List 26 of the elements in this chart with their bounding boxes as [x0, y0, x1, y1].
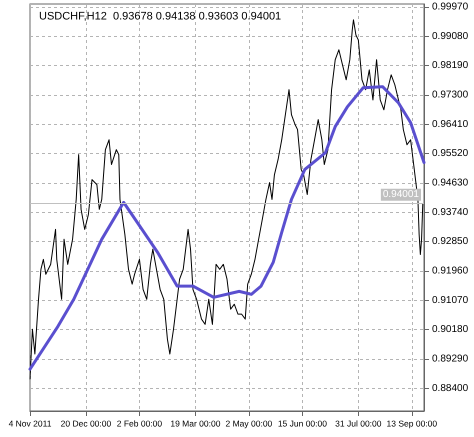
- y-tick-label: 0.98190: [432, 60, 469, 72]
- y-tick-label: 0.91960: [432, 265, 469, 276]
- y-tick-label: 0.95520: [432, 148, 469, 160]
- y-tick-label: 0.97300: [432, 89, 469, 100]
- y-tick-label: 0.94630: [432, 177, 469, 188]
- y-tick-label: 0.89290: [432, 353, 469, 364]
- x-tick-label: 20 Dec 00:00: [60, 418, 112, 428]
- line-series: [30, 19, 424, 380]
- ref-line-label: 0.94001: [382, 189, 420, 200]
- y-tick-label: 0.99970: [432, 1, 469, 12]
- y-tick-label: 0.92850: [432, 236, 469, 248]
- text: USDCHF,H12 0.93678 0.94138 0.93603 0.94001: [39, 10, 282, 22]
- y-tick-label: 0.90180: [432, 324, 469, 336]
- x-tick-label: 13 Sep 00:00: [386, 418, 438, 428]
- y-tick-label: 0.91070: [432, 294, 469, 306]
- y-tick-label: 0.99080: [432, 30, 469, 42]
- y-tick-label: 0.88400: [432, 382, 469, 394]
- y-tick-label: 0.93740: [432, 206, 469, 218]
- line-series: [28, 85, 426, 371]
- y-tick-label: 0.96410: [432, 118, 469, 130]
- x-tick-label: 19 Mar 00:00: [170, 418, 221, 428]
- x-tick-label: 15 Jun 00:00: [278, 418, 328, 428]
- x-tick-label: 2 May 00:00: [226, 418, 273, 428]
- x-tick-label: 4 Nov 2011: [8, 418, 52, 428]
- x-tick-label: 31 Jul 00:00: [335, 418, 382, 428]
- x-tick-label: 2 Feb 00:00: [116, 418, 162, 428]
